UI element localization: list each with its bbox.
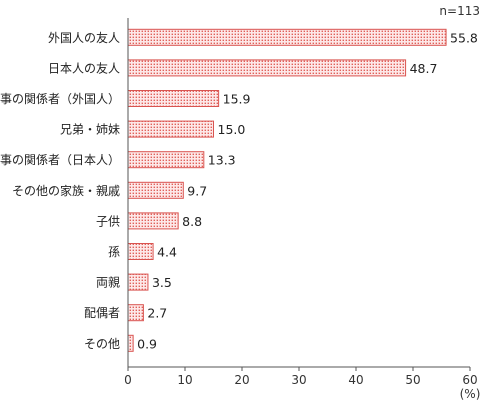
category-label: その他	[84, 337, 120, 351]
category-label: 日本人の友人	[48, 61, 120, 75]
value-label: 13.3	[208, 153, 236, 168]
x-tick-label: 50	[405, 373, 420, 387]
category-label: 兄弟・姉妹	[60, 122, 120, 137]
bar	[127, 212, 179, 230]
value-label: 15.9	[223, 92, 251, 107]
value-label: 48.7	[410, 61, 438, 76]
x-tick-label: 40	[348, 373, 363, 387]
x-tick-label: 60	[462, 373, 477, 387]
bar	[127, 59, 407, 77]
category-label: 外国人の友人	[48, 31, 120, 45]
bar	[127, 120, 214, 138]
bar	[127, 273, 149, 291]
bar	[127, 304, 144, 322]
value-label: 8.8	[182, 214, 202, 229]
bar	[127, 243, 154, 260]
bar	[127, 90, 220, 107]
x-axis-unit: (%)	[460, 387, 481, 401]
value-label: 0.9	[137, 336, 157, 351]
value-label: 4.4	[157, 245, 177, 260]
category-label: 仕事の関係者（外国人）	[0, 92, 120, 106]
value-label: 15.0	[218, 122, 246, 137]
bar	[127, 28, 447, 46]
x-tick-label: 30	[291, 373, 306, 387]
bar	[127, 334, 134, 352]
category-label: 孫	[108, 245, 120, 259]
sample-size-note: n=113	[439, 4, 480, 18]
category-label: 両親	[96, 276, 120, 290]
bar	[127, 151, 205, 169]
category-label: 配偶者	[84, 306, 120, 320]
value-label: 2.7	[147, 306, 167, 321]
category-label: その他の家族・親戚	[12, 183, 120, 198]
x-tick-label: 20	[234, 373, 249, 387]
value-label: 3.5	[152, 275, 172, 290]
value-label: 55.8	[450, 30, 478, 45]
x-tick-label: 0	[124, 373, 132, 387]
bar	[127, 181, 184, 199]
x-tick-label: 10	[177, 373, 192, 387]
category-label: 子供	[96, 214, 120, 228]
category-label: 仕事の関係者（日本人）	[0, 153, 120, 167]
value-label: 9.7	[187, 183, 207, 198]
